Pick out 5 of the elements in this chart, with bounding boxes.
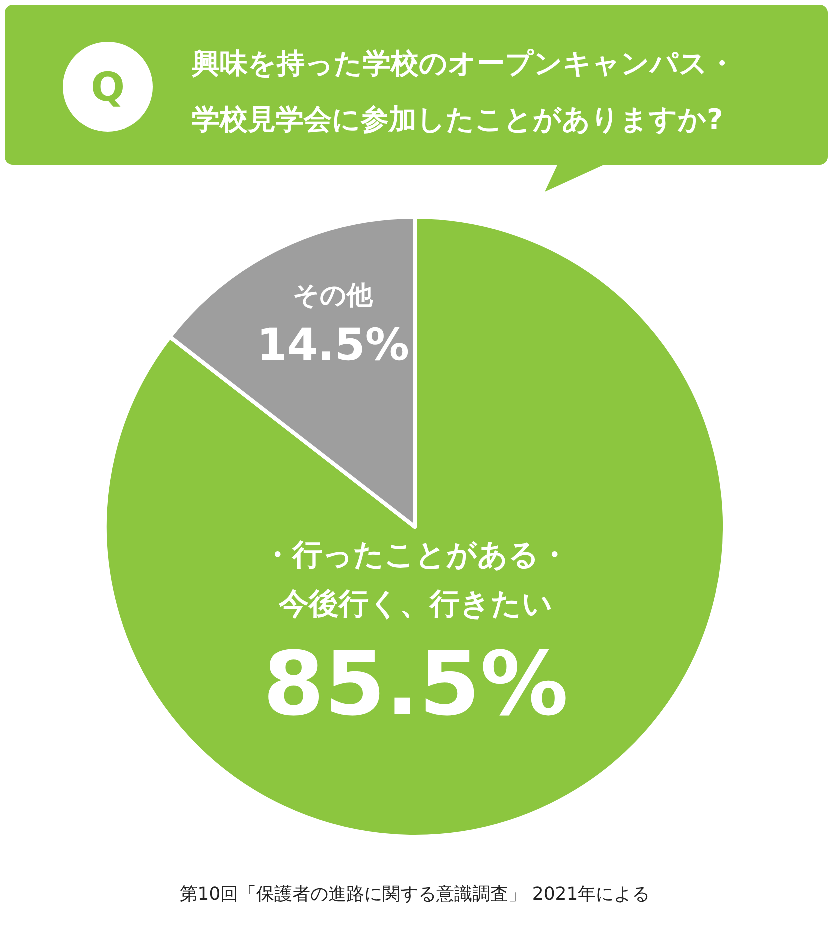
source: 第10回「保護者の進路に関する意識調査」 2021年による — [178, 883, 652, 907]
data-label: 85.5% — [263, 632, 569, 736]
data-label: 14.5% — [256, 320, 410, 371]
title: 興味を持った学校のオープンキャンパス・学校見学会に参加したことがありますか? — [192, 46, 737, 138]
text: Q — [90, 65, 126, 111]
